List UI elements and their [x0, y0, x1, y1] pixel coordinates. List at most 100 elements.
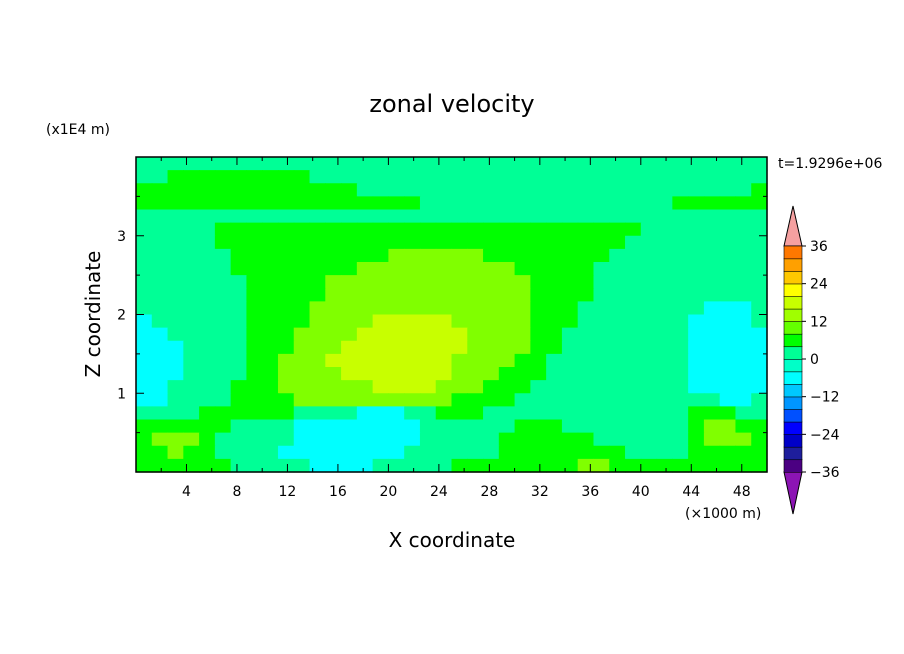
field-cell [230, 353, 248, 368]
field-cell [230, 393, 248, 407]
field-cell [625, 275, 642, 289]
field-cell [435, 183, 453, 197]
field-cell [561, 367, 579, 381]
field-cell [703, 419, 721, 434]
field-cell [546, 262, 563, 276]
field-cell [388, 196, 405, 211]
field-cell [577, 157, 595, 171]
field-cell [151, 275, 169, 289]
field-cell [388, 327, 405, 342]
field-cell [419, 301, 437, 316]
field-cell [277, 288, 295, 302]
field-cell [388, 222, 405, 237]
field-cell [609, 419, 626, 434]
field-cell [467, 183, 484, 197]
field-cell [530, 222, 547, 237]
field-cell [230, 262, 248, 276]
field-cell [388, 340, 405, 355]
field-cell [325, 235, 342, 250]
field-cell [751, 183, 768, 197]
field-cell [640, 340, 658, 355]
field-cell [625, 314, 642, 329]
field-cell [404, 301, 421, 316]
field-cell [419, 222, 437, 237]
field-cell [151, 327, 169, 342]
colorbar-band [783, 283, 803, 297]
field-cell [136, 222, 153, 237]
field-cell [388, 393, 405, 407]
field-cell [388, 367, 405, 381]
field-cell [483, 183, 500, 197]
field-cell [483, 340, 500, 355]
field-cell [514, 445, 531, 460]
field-cell [183, 367, 200, 381]
field-cell [735, 288, 752, 302]
field-cell [262, 248, 279, 263]
field-cell [262, 222, 279, 237]
field-cell [151, 340, 169, 355]
field-cell [356, 432, 374, 447]
field-cell [625, 406, 642, 421]
field-cell [325, 262, 342, 276]
field-cell [372, 170, 390, 184]
field-cell [577, 367, 595, 381]
field-cell [451, 340, 468, 355]
field-cell [577, 288, 595, 302]
field-cell [498, 183, 516, 197]
field-cell [419, 314, 437, 329]
field-cell [277, 157, 295, 171]
field-cell [230, 275, 248, 289]
field-cell [404, 183, 421, 197]
field-cell [640, 222, 658, 237]
colorbar-band [783, 358, 803, 373]
field-cell [593, 262, 610, 276]
field-cell [277, 209, 295, 224]
field-cell [451, 314, 468, 329]
field-cell [483, 432, 500, 447]
field-cell [672, 209, 689, 224]
field-cell [388, 235, 405, 250]
field-cell [467, 353, 484, 368]
field-cell [309, 327, 326, 342]
field-cell [136, 419, 153, 434]
field-cell [514, 380, 531, 394]
field-cell [703, 367, 721, 381]
field-cell [246, 209, 263, 224]
field-cell [609, 248, 626, 263]
field-cell [530, 235, 547, 250]
field-cell [230, 445, 248, 460]
field-cell [214, 340, 232, 355]
field-cell [735, 209, 752, 224]
field-cell [199, 170, 216, 184]
field-cell [530, 458, 547, 473]
field-cell [419, 432, 437, 447]
field-cell [735, 380, 752, 394]
field-cell [325, 301, 342, 316]
field-cell [293, 406, 311, 421]
field-cell [293, 222, 311, 237]
field-cell [483, 196, 500, 211]
field-cell [230, 157, 248, 171]
field-cell [483, 235, 500, 250]
field-cell [372, 458, 390, 473]
field-cell [467, 393, 484, 407]
velocity-field [136, 157, 768, 473]
field-cell [404, 393, 421, 407]
field-cell [183, 235, 200, 250]
field-cell [214, 367, 232, 381]
field-cell [404, 196, 421, 211]
colorbar-label: 0 [810, 352, 819, 368]
field-cell [372, 209, 390, 224]
field-cell [167, 314, 184, 329]
field-cell [356, 288, 374, 302]
field-cell [751, 419, 768, 434]
field-cell [230, 380, 248, 394]
field-cell [719, 445, 737, 460]
field-cell [593, 209, 610, 224]
field-cell [309, 222, 326, 237]
field-cell [672, 222, 689, 237]
field-cell [388, 314, 405, 329]
field-cell [483, 419, 500, 434]
field-cell [325, 314, 342, 329]
field-cell [183, 301, 200, 316]
